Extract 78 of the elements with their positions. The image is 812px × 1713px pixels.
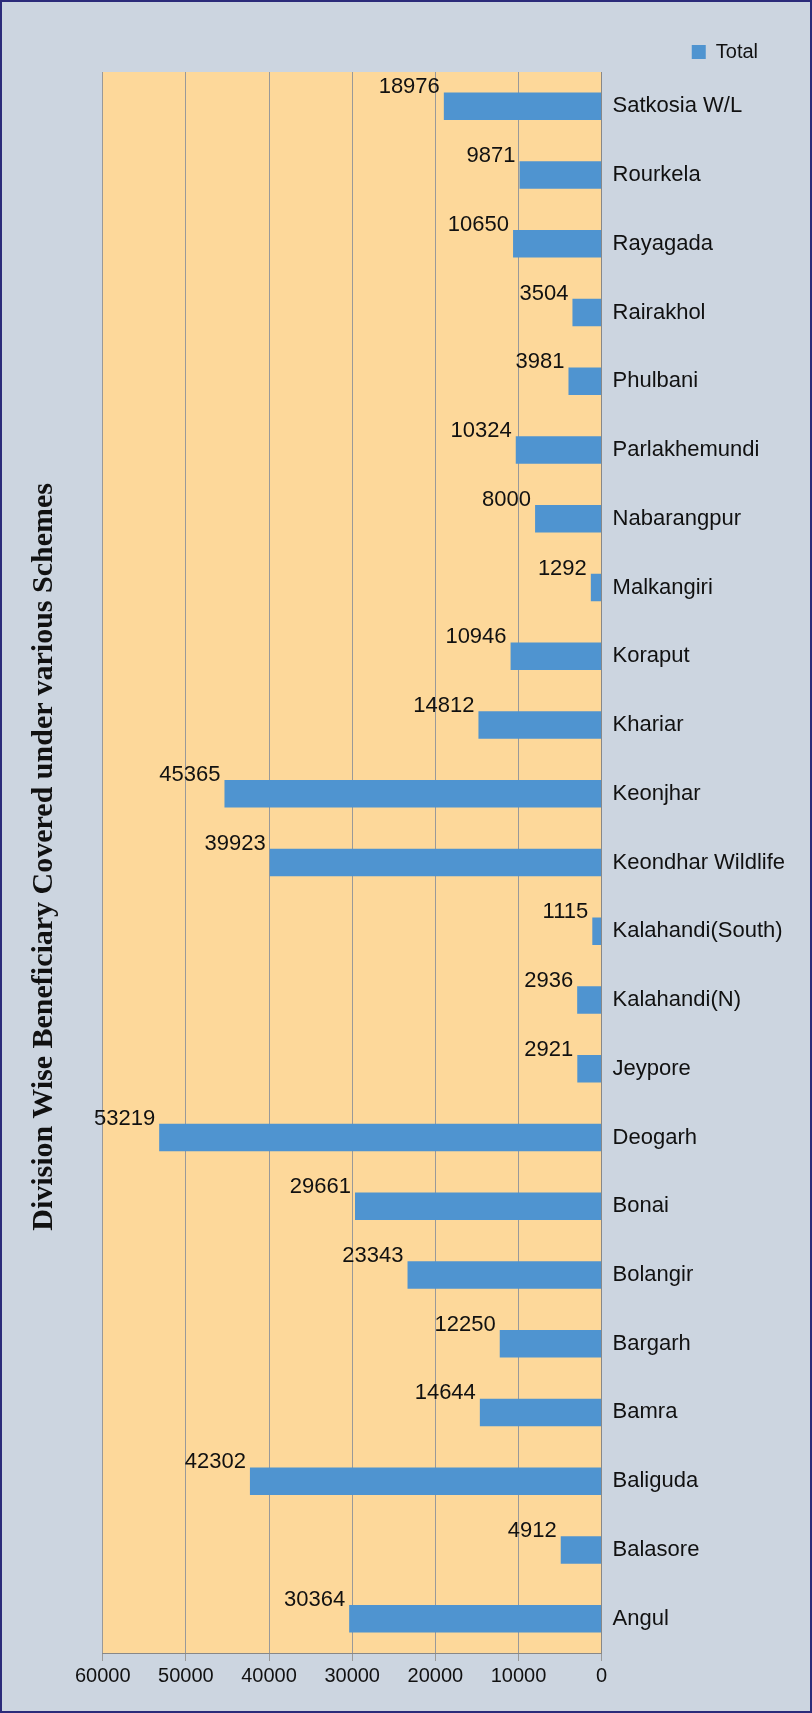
bar	[407, 1261, 602, 1289]
x-tick-label: 60000	[75, 1663, 131, 1686]
x-tick-label: 10000	[490, 1663, 547, 1686]
x-tick-label: 20000	[407, 1663, 464, 1686]
bar	[499, 1329, 602, 1358]
y-tick-label: Balasore	[612, 1535, 700, 1561]
data-label: 14644	[414, 1379, 476, 1405]
x-tick-label: 50000	[158, 1663, 214, 1686]
bar	[355, 1192, 602, 1220]
y-tick-label: Satkosia W/L	[612, 92, 743, 118]
bar	[572, 298, 602, 327]
y-tick-label: Bargarh	[612, 1329, 691, 1355]
data-label: 23343	[342, 1242, 404, 1267]
data-label: 2921	[524, 1035, 574, 1061]
y-tick-label: Rayagada	[612, 229, 714, 255]
bar	[159, 1123, 602, 1152]
bar	[269, 848, 602, 877]
bar	[519, 161, 602, 189]
data-label: 18976	[378, 73, 440, 99]
data-label: 1115	[542, 898, 589, 924]
bar	[535, 505, 602, 533]
bar	[479, 1398, 602, 1427]
y-tick-label: Deogarh	[612, 1123, 697, 1149]
data-label: 3981	[515, 348, 565, 374]
legend-label: Total	[715, 39, 758, 62]
y-tick-label: Bonai	[612, 1192, 669, 1218]
data-label: 10324	[450, 417, 512, 443]
bar	[592, 917, 602, 945]
bar	[560, 1536, 602, 1564]
y-tick-label: Rourkela	[612, 161, 702, 187]
bar	[443, 92, 602, 121]
y-tick-label: Keondhar Wildlife	[612, 848, 786, 874]
y-tick-label: Khariar	[612, 711, 684, 737]
text: Division Wise Beneficiary Covered under various Schemes	[25, 482, 59, 1231]
data-label: 12250	[434, 1310, 496, 1336]
data-label: 10650	[447, 210, 510, 236]
x-tick-label: 0	[596, 1663, 608, 1686]
data-label: 8000	[482, 485, 532, 511]
bar	[224, 780, 602, 808]
y-tick-label: Jeypore	[612, 1054, 691, 1080]
bar	[249, 1467, 602, 1495]
data-label: 45365	[159, 760, 221, 786]
y-tick-label: Baliguda	[612, 1467, 699, 1493]
x-tick-label: 40000	[241, 1663, 297, 1686]
y-tick-label: Koraput	[612, 642, 690, 668]
y-tick-label: Parlakhemundi	[612, 436, 760, 462]
y-tick-label: Bamra	[612, 1398, 679, 1424]
data-label: 4912	[507, 1516, 557, 1542]
data-label: 39923	[204, 829, 266, 855]
bar	[577, 1054, 602, 1083]
data-label: 2936	[524, 967, 574, 993]
data-label: 53219	[93, 1104, 156, 1130]
bar	[515, 436, 602, 464]
bar	[478, 711, 602, 739]
bar	[349, 1604, 602, 1633]
x-tick-label: 30000	[324, 1663, 380, 1686]
y-tick-label: Kalahandi(South)	[612, 917, 783, 943]
data-label: 3504	[519, 279, 569, 305]
data-label: 30364	[283, 1585, 346, 1611]
data-label: 14812	[413, 692, 475, 718]
bar	[590, 573, 602, 602]
bar	[510, 642, 602, 671]
y-tick-label: Phulbani	[612, 367, 699, 393]
data-label: 10946	[445, 623, 507, 649]
bar	[577, 986, 602, 1014]
data-label: 29661	[289, 1173, 352, 1199]
y-tick-label: Keonjhar	[612, 779, 701, 805]
y-tick-label: Bolangir	[612, 1261, 694, 1286]
bar	[568, 367, 602, 396]
data-label: 42302	[184, 1448, 246, 1474]
data-label: 1292	[537, 554, 587, 580]
y-tick-label: Kalahandi(N)	[612, 986, 741, 1012]
y-tick-label: Angul	[612, 1604, 669, 1630]
bar	[513, 230, 602, 258]
y-tick-label: Nabarangpur	[612, 504, 742, 530]
data-label: 9871	[466, 142, 516, 168]
y-tick-label: Rairakhol	[612, 298, 706, 324]
y-tick-label: Malkangiri	[612, 573, 713, 599]
